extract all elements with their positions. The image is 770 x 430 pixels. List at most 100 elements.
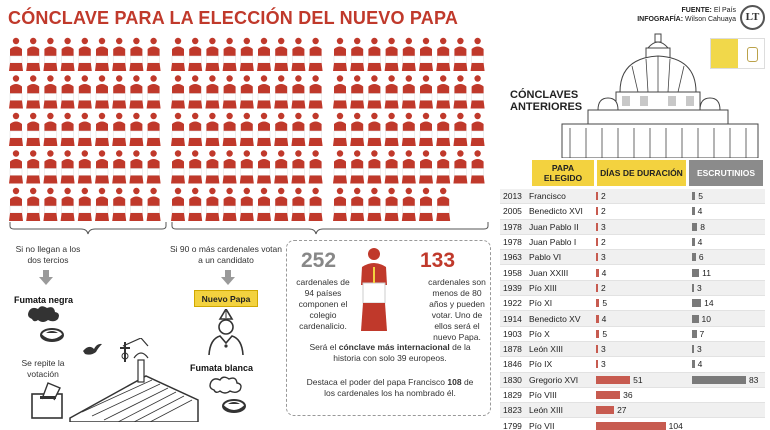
cardinal-icon (222, 75, 237, 109)
cardinal-icon (188, 37, 203, 71)
table-row: 1963 Pablo VI 3 6 (500, 250, 765, 266)
cardinal-icon (239, 112, 254, 146)
cardinal-icon (239, 150, 254, 184)
cardinal-icon (222, 37, 237, 71)
info-box: 252 133 cardenales de 94 países componen… (286, 240, 491, 416)
cardinal-icon (308, 187, 323, 221)
escrutinios-value: 4 (697, 206, 703, 217)
credits: FUENTE: El País INFOGRAFÍA: Wilson Cahua… (632, 6, 736, 24)
row-escrutinios: 7 (692, 329, 704, 339)
newspaper-logo: LT (740, 5, 765, 30)
row-pope: Pío IX (529, 359, 553, 370)
cardinal-icon (291, 37, 306, 71)
escrutinios-bar (692, 268, 700, 277)
cardinal-icon (470, 150, 485, 184)
cardinal-icon (384, 37, 399, 71)
white-smoke-icon (209, 376, 246, 413)
cardinal-icon (188, 150, 203, 184)
ballot-box-icon (31, 382, 63, 419)
cardinal-icon (419, 187, 433, 221)
cardinal-icon (401, 37, 416, 71)
cardinal-icon (129, 187, 144, 221)
cardinal-icon (453, 150, 468, 184)
cardinal-icon (9, 187, 23, 221)
row-year: 1978 (503, 237, 522, 248)
cardinal-icon (367, 37, 382, 71)
row-escrutinios: 14 (692, 298, 714, 308)
cardinal-icon (129, 150, 144, 184)
escrutinios-value: 83 (748, 374, 759, 385)
row-pope: Pío X (529, 328, 550, 339)
days-value: 2 (601, 282, 606, 293)
cardinal-icon (470, 37, 485, 71)
page-title: CÓNCLAVE PARA LA ELECCIÓN DEL NUEVO PAPA (8, 8, 459, 28)
days-value: 3 (601, 221, 606, 232)
note-se-repite: Se repite la votación (21, 358, 65, 379)
row-year: 1830 (503, 374, 522, 385)
voter-cardinals-text: cardenales son menos de 80 años y pueden… (428, 277, 486, 342)
cardinal-icon (9, 75, 23, 109)
cardinal-icon (401, 75, 416, 109)
conclaves-table: 2013 Francisco 2 5 2005 Benedicto XVI 2 4 1978 Ju… (500, 189, 765, 430)
row-pope: Benedicto XVI (529, 206, 583, 217)
cardinal-icon (171, 187, 185, 221)
row-days: 4 (596, 314, 606, 324)
table-row: 1846 Pío IX 3 4 (500, 357, 765, 373)
cardinal-icon (95, 75, 109, 109)
fumata-blanca-label: Fumata blanca (190, 363, 254, 373)
row-days: 2 (596, 191, 606, 201)
cardinal-icon (419, 150, 433, 184)
note-si-90: Si 90 o más cardenales votan a un candid… (170, 244, 282, 265)
escrutinios-value: 8 (700, 221, 705, 232)
cardinal-icon (436, 112, 451, 146)
cardinal-icon (188, 75, 203, 109)
row-year: 1878 (503, 344, 522, 355)
days-value: 3 (601, 344, 606, 355)
cardinal-icon (43, 112, 58, 146)
cardinal-icon (205, 75, 220, 109)
row-pope: León XIII (529, 344, 564, 355)
row-escrutinios: 3 (692, 344, 702, 354)
cardinal-icon (60, 75, 75, 109)
section-title-anteriores: CÓNCLAVES ANTERIORES (510, 89, 583, 113)
cardinal-icon (384, 112, 399, 146)
days-value: 2 (601, 206, 606, 217)
cardinal-icon (367, 112, 382, 146)
fuente-label: FUENTE: (681, 7, 712, 14)
days-bar (596, 329, 600, 338)
row-escrutinios: 4 (692, 206, 702, 216)
dove-icon (83, 343, 102, 355)
cardinal-icon (453, 37, 468, 71)
total-cardinals-number: 252 (301, 249, 337, 272)
cardinal-icon (95, 112, 109, 146)
days-bar (596, 314, 599, 323)
row-escrutinios: 5 (692, 191, 703, 201)
escrutinios-bar (692, 192, 696, 201)
black-smoke-icon (28, 306, 64, 342)
cardinal-icon (333, 37, 347, 71)
cardinal-icon (419, 112, 433, 146)
table-row: 1878 León XIII 3 3 (500, 341, 765, 358)
cardinal-icon (205, 187, 220, 221)
row-pope: Pío VII (529, 420, 555, 430)
infografia-value: Wilson Cahuaya (685, 16, 736, 23)
escrutinios-value: 5 (698, 191, 703, 202)
row-pope: Francisco (529, 191, 566, 202)
table-row: 1823 León XIII 27 (500, 403, 765, 419)
escrutinios-bar (692, 360, 695, 369)
row-pope: Pablo VI (529, 252, 562, 263)
pope-icon (208, 309, 244, 356)
cardinal-icon (146, 150, 161, 184)
cardinal-icon (26, 37, 41, 71)
cardinal-icon (129, 37, 144, 71)
days-value: 104 (668, 420, 683, 430)
cardinal-icon (205, 112, 220, 146)
cardinal-icon (333, 150, 347, 184)
cardinal-icon (146, 112, 161, 146)
days-value: 27 (617, 405, 627, 416)
cardinal-icon (95, 150, 109, 184)
escrutinios-bar (692, 253, 696, 262)
cardinal-icon (43, 37, 58, 71)
escrutinios-value: 4 (697, 237, 703, 248)
total-cardinals-text: cardenales de 94 países componen el cole… (296, 277, 350, 331)
